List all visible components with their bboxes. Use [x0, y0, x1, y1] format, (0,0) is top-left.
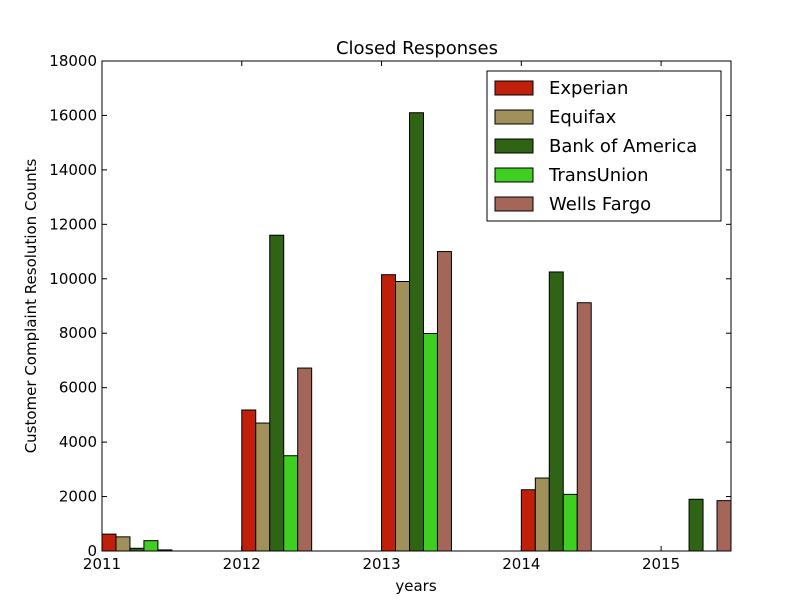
- bar-wells-fargo-2013: [436, 251, 452, 552]
- bar-transunion-2012: [283, 455, 299, 552]
- x-tick-label: 2014: [502, 555, 540, 573]
- x-tick-label: 2012: [223, 555, 261, 573]
- y-tick-label: 6000: [59, 379, 97, 397]
- bar-transunion-2013: [422, 332, 438, 552]
- legend-swatch-transunion: [494, 167, 534, 183]
- bar-wells-fargo-2014: [576, 302, 592, 552]
- y-tick-label: 16000: [49, 106, 97, 124]
- legend-swatch-experian: [494, 80, 534, 96]
- bars-group: [101, 112, 732, 552]
- x-axis-title: years: [395, 577, 436, 595]
- legend-label-equifax: Equifax: [549, 107, 617, 128]
- y-tick-label: 18000: [49, 52, 97, 70]
- bar-transunion-2011: [143, 540, 159, 552]
- x-tick-label: 2013: [362, 555, 400, 573]
- bar-equifax-2014: [534, 477, 550, 552]
- bar-bank-of-america-2013: [409, 112, 424, 552]
- ticks-group: [101, 60, 731, 552]
- bar-bank-of-america-2014: [548, 271, 564, 552]
- legend: Experian Equifax Bank of America TransUnion…: [486, 70, 722, 222]
- bar-bank-of-america-2015: [688, 498, 704, 552]
- x-tick-label: 2015: [642, 555, 680, 573]
- legend-label-experian: Experian: [549, 78, 628, 99]
- y-tick-label: 8000: [59, 324, 97, 342]
- y-tick-label: 10000: [49, 270, 97, 288]
- legend-label-wells-fargo: Wells Fargo: [549, 194, 651, 215]
- plot-frame: [101, 60, 732, 552]
- legend-swatch-equifax: [494, 109, 534, 125]
- bar-wells-fargo-2015: [716, 500, 732, 552]
- y-tick-label: 12000: [49, 215, 97, 233]
- bar-bank-of-america-2012: [269, 234, 285, 552]
- bar-experian-2012: [241, 409, 257, 552]
- x-tick-label: 2011: [83, 555, 121, 573]
- bar-experian-2011: [101, 533, 117, 552]
- tick-labels-group: 2011 2012 2013 2014 2015 0 2000 4000 6000 8000 100…: [49, 52, 680, 573]
- bar-equifax-2013: [395, 281, 411, 552]
- bar-experian-2013: [381, 274, 397, 552]
- y-tick-label: 14000: [49, 161, 97, 179]
- y-tick-label: 2000: [59, 488, 97, 506]
- bar-transunion-2014: [562, 493, 578, 552]
- legend-swatch-wells-fargo: [494, 196, 534, 212]
- y-tick-label: 4000: [59, 433, 97, 451]
- y-tick-label: 0: [87, 542, 97, 560]
- legend-swatch-bank-of-america: [494, 138, 534, 154]
- chart-title: Closed Responses: [336, 38, 498, 59]
- bar-wells-fargo-2012: [297, 367, 313, 552]
- bar-equifax-2012: [255, 422, 271, 552]
- bar-equifax-2011: [115, 536, 131, 552]
- bar-experian-2014: [520, 489, 536, 552]
- legend-label-bank-of-america: Bank of America: [549, 136, 697, 157]
- legend-label-transunion: TransUnion: [548, 165, 649, 186]
- y-axis-title: Customer Complaint Resolution Counts: [22, 159, 40, 454]
